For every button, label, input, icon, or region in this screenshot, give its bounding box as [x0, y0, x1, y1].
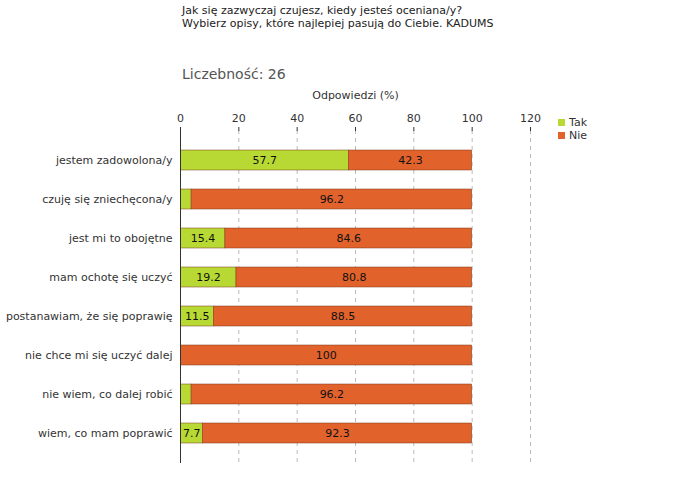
svg-text:80.8: 80.8: [342, 271, 367, 284]
svg-text:60: 60: [349, 112, 363, 125]
svg-text:80: 80: [407, 112, 421, 125]
svg-text:nie wiem, co dalej robić: nie wiem, co dalej robić: [42, 388, 172, 401]
svg-text:20: 20: [232, 112, 246, 125]
svg-text:100: 100: [462, 112, 483, 125]
svg-text:Odpowiedzi (%): Odpowiedzi (%): [312, 89, 399, 102]
svg-text:mam ochotę się uczyć: mam ochotę się uczyć: [49, 271, 172, 284]
svg-text:0: 0: [177, 112, 184, 125]
svg-text:postanawiam, że się poprawię: postanawiam, że się poprawię: [6, 310, 173, 323]
svg-text:czuję się zniechęcona/y: czuję się zniechęcona/y: [42, 193, 173, 206]
html-text:Jak się zazwyczaj czujesz, kie: Jak się zazwyczaj czujesz, kiedy jesteś …: [182, 4, 494, 30]
svg-text:100: 100: [316, 349, 337, 362]
svg-text:19.2: 19.2: [196, 271, 221, 284]
svg-text:15.4: 15.4: [191, 232, 216, 245]
svg-text:11.5: 11.5: [185, 310, 210, 323]
svg-text:84.6: 84.6: [337, 232, 362, 245]
html-text:Tak: Tak: [569, 116, 587, 129]
svg-text:92.3: 92.3: [325, 427, 350, 440]
svg-text:40: 40: [290, 112, 304, 125]
html-text:Liczebność: 26: Liczebność: 26: [182, 66, 286, 82]
svg-text:120: 120: [520, 112, 541, 125]
svg-text:nie chce mi się uczyć dalej: nie chce mi się uczyć dalej: [25, 349, 172, 362]
html-text:Nie: Nie: [569, 129, 588, 142]
svg-text:wiem, co mam poprawić: wiem, co mam poprawić: [38, 427, 173, 440]
svg-text:jest mi to obojętne: jest mi to obojętne: [68, 232, 173, 245]
svg-text:42.3: 42.3: [398, 154, 423, 167]
svg-text:7.7: 7.7: [183, 427, 201, 440]
svg-text:88.5: 88.5: [331, 310, 356, 323]
svg-text:57.7: 57.7: [252, 154, 277, 167]
svg-text:96.2: 96.2: [320, 388, 345, 401]
svg-text:96.2: 96.2: [320, 193, 345, 206]
svg-text:jestem zadowolona/y: jestem zadowolona/y: [55, 154, 173, 167]
